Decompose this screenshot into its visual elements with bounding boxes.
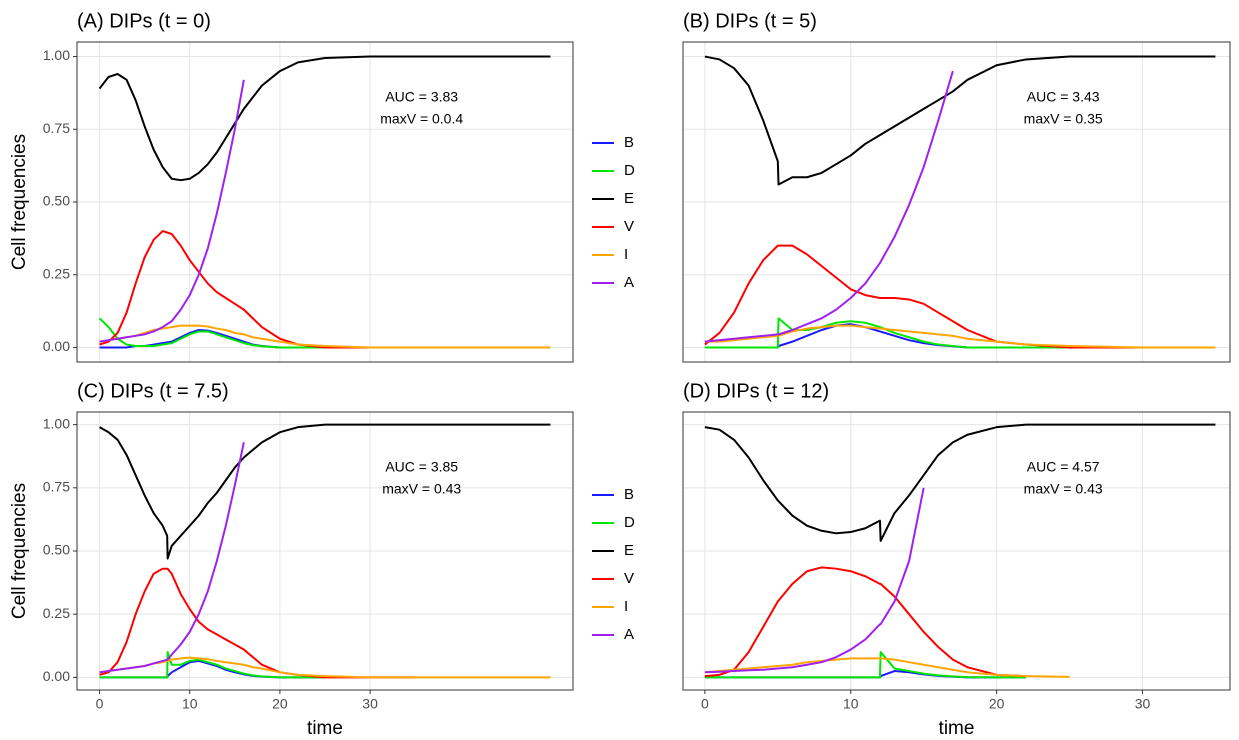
panel-title: (D) DIPs (t = 12)	[683, 380, 829, 402]
legend-label: V	[624, 218, 634, 235]
annotation: maxV = 0.43	[382, 481, 461, 497]
y-tick-label: 1.00	[43, 47, 70, 63]
x-axis-title: time	[307, 718, 343, 739]
y-tick-label: 0.00	[43, 338, 70, 354]
series-line	[99, 651, 325, 679]
y-axis-title: Cell frequencies	[9, 483, 30, 619]
series-line	[704, 324, 1216, 349]
legend-label: A	[624, 626, 634, 643]
annotation: AUC = 3.85	[385, 459, 458, 475]
x-tick-label: 30	[362, 696, 378, 712]
series-line	[704, 70, 954, 343]
y-tick-label: 0.00	[43, 668, 70, 684]
series-line	[704, 651, 1026, 679]
y-tick-label: 0.75	[43, 120, 70, 136]
x-tick-label: 20	[272, 696, 288, 712]
x-tick-label: 0	[701, 696, 709, 712]
series-line	[704, 244, 1143, 349]
series-line	[99, 230, 416, 349]
legend-label: I	[624, 598, 628, 615]
y-tick-label: 1.00	[43, 415, 70, 431]
x-axis-title: time	[939, 718, 975, 739]
series-line	[99, 442, 245, 674]
legend-label: D	[624, 162, 635, 179]
annotation: AUC = 4.57	[1027, 459, 1100, 475]
plot-border	[682, 41, 1231, 363]
series-line	[704, 657, 1070, 678]
legend-label: B	[624, 134, 634, 151]
series-line	[704, 487, 925, 674]
y-axis-title: Cell frequencies	[9, 134, 30, 270]
panel-title: (C) DIPs (t = 7.5)	[77, 380, 229, 402]
annotation: maxV = 0.35	[1024, 111, 1103, 127]
legend-label: D	[624, 514, 635, 531]
annotation: AUC = 3.83	[385, 89, 458, 105]
annotation: maxV = 0.0.4	[380, 111, 463, 127]
plot-border	[682, 411, 1231, 691]
x-tick-label: 30	[1135, 696, 1151, 712]
legend-label: V	[624, 570, 634, 587]
legend-label: I	[624, 246, 628, 263]
legend-label: E	[624, 190, 634, 207]
x-tick-label: 10	[843, 696, 859, 712]
plot-border	[76, 41, 574, 363]
series-line	[704, 317, 1070, 349]
x-tick-label: 20	[989, 696, 1005, 712]
panel: (B) DIPs (t = 5) AUC = 3.43 maxV = 0.35	[682, 10, 1231, 363]
y-tick-label: 0.75	[43, 479, 70, 495]
panel: 0.00 0.25 0.50 0.75 1.00 (A) DIPs (t = 0) AUC …	[9, 10, 574, 363]
y-tick-label: 0.25	[43, 605, 70, 621]
panel: 0.00 0.25 0.50 0.75 1.00 0 10 20 30 (C) DIPs (t =…	[9, 380, 574, 739]
series-line	[98, 55, 551, 182]
series-line	[98, 317, 325, 349]
series-line	[99, 79, 245, 343]
panel-title: (B) DIPs (t = 5)	[683, 10, 817, 32]
legend-label: E	[624, 542, 634, 559]
y-tick-label: 0.25	[43, 265, 70, 281]
legend-label: B	[624, 486, 634, 503]
y-tick-label: 0.50	[43, 542, 70, 558]
x-tick-label: 10	[182, 696, 198, 712]
series-line	[704, 566, 1026, 678]
series-line	[99, 423, 551, 560]
series-line	[704, 55, 1216, 186]
panel-title: (A) DIPs (t = 0)	[77, 10, 211, 32]
legend-label: A	[624, 274, 634, 291]
series-line	[704, 423, 1216, 542]
x-tick-label: 0	[96, 696, 104, 712]
annotation: maxV = 0.43	[1024, 481, 1103, 497]
annotation: AUC = 3.43	[1027, 89, 1100, 105]
panel: 0 10 20 30 (D) DIPs (t = 12) AUC = 4.57 maxV =…	[682, 380, 1231, 739]
y-tick-label: 0.50	[43, 193, 70, 209]
plot-border	[76, 411, 574, 691]
